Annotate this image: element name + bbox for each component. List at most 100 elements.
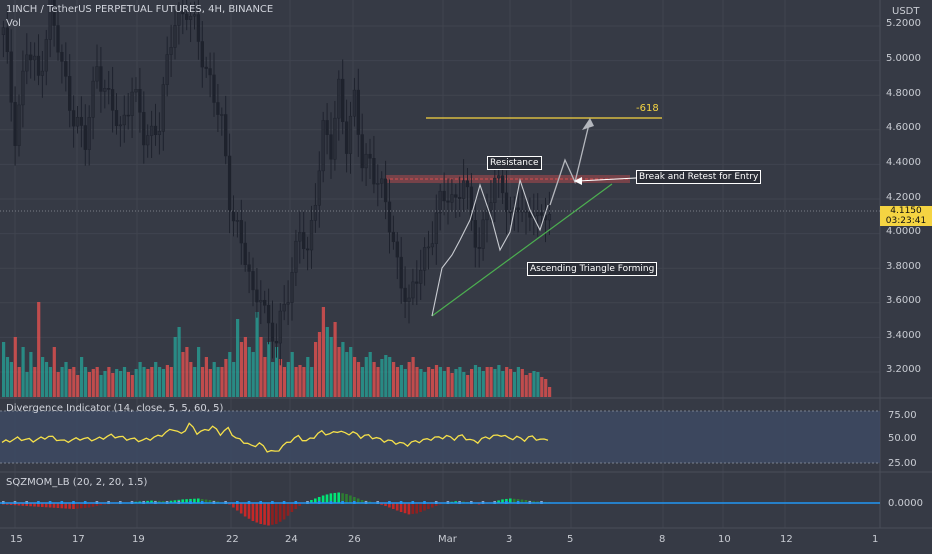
candle-body [138, 89, 142, 113]
candle-body [259, 299, 263, 303]
candle-body [40, 70, 45, 76]
candle-body [270, 322, 275, 342]
candle-body [368, 153, 372, 159]
candle-body [25, 54, 29, 72]
candle-body [122, 114, 126, 126]
price-tick-4.0000: 4.0000 [886, 226, 921, 237]
candle-body [220, 114, 224, 116]
candle-body [29, 54, 33, 61]
countdown-tag: 03:23:41 [880, 216, 932, 226]
volume-bar [524, 375, 528, 397]
volume-bar [126, 372, 130, 397]
volume-bar [255, 312, 259, 397]
candle-body [524, 210, 528, 213]
volume-bar [481, 371, 485, 397]
candle-body [169, 47, 173, 55]
volume-bar [177, 327, 181, 397]
triangle-label[interactable]: Ascending Triangle Forming [527, 262, 658, 276]
volume-bar [247, 347, 251, 397]
candle-body [422, 247, 427, 271]
momentum-bar [395, 503, 399, 511]
momentum-bar [255, 503, 259, 523]
symbol-title[interactable]: 1INCH / TetherUS PERPETUAL FUTURES, 4H, … [6, 4, 274, 15]
divergence-pane-label[interactable]: Divergence Indicator (14, close, 5, 5, 6… [6, 403, 224, 414]
candle-body [196, 14, 201, 42]
candle-body [181, 11, 185, 15]
break-retest-label[interactable]: Break and Retest for Entry [636, 170, 762, 184]
volume-bar [532, 371, 536, 397]
momentum-bar [33, 503, 36, 507]
candle-body [341, 78, 345, 122]
candle-body [344, 121, 349, 154]
candle-body [44, 39, 48, 72]
volume-bar [356, 362, 361, 397]
candle-body [235, 220, 240, 222]
projection-path[interactable] [549, 119, 591, 206]
candle-body [290, 272, 294, 303]
candle-body [68, 76, 72, 111]
momentum-bar [415, 503, 418, 514]
candle-body [161, 84, 165, 132]
candle-body [302, 232, 306, 250]
volume-bars [2, 302, 552, 397]
volume-bar [52, 347, 56, 397]
momentum-bar [60, 503, 64, 509]
volume-bar [17, 367, 21, 397]
price-tick-4.4000: 4.4000 [886, 157, 921, 168]
candle-body [434, 212, 438, 244]
momentum-bar [411, 503, 415, 514]
momentum-bar [173, 500, 177, 503]
volume-bar [271, 362, 275, 397]
momentum-bar [239, 503, 243, 514]
candle-body [274, 341, 279, 344]
momentum-bar [5, 503, 9, 505]
candle-body [528, 211, 532, 218]
resistance-label[interactable]: Resistance [487, 156, 542, 170]
volume-bar [540, 377, 544, 397]
volume-bar [232, 362, 236, 397]
candle-body [36, 55, 41, 76]
volume-bar [212, 362, 216, 397]
candle-body [118, 124, 123, 127]
candle-body [547, 214, 552, 221]
momentum-bar [317, 497, 321, 503]
time-tick-12: 12 [780, 534, 793, 545]
volume-bar [489, 367, 493, 397]
time-tick-3: 3 [506, 534, 512, 545]
volume-bar [419, 369, 423, 397]
candle-body [321, 120, 325, 172]
sqzmom-pane-label[interactable]: SQZMOM_LB (20, 2, 20, 1.5) [6, 477, 148, 488]
volume-bar [282, 367, 286, 397]
volume-bar [263, 357, 267, 397]
candle-body [387, 201, 392, 233]
volume-bar [134, 369, 138, 397]
volume-bar [48, 367, 52, 397]
candle-body [75, 116, 80, 127]
candle-body [200, 41, 204, 68]
candle-body [142, 112, 146, 146]
fib-618-label: -618 [636, 103, 659, 114]
volume-bar [103, 371, 107, 397]
candles [1, 0, 552, 366]
candle-body [149, 125, 154, 136]
momentum-bar [509, 498, 512, 503]
volume-label[interactable]: Vol [6, 18, 21, 29]
momentum-bar [419, 503, 422, 512]
time-tick-24: 24 [285, 534, 298, 545]
volume-bar [454, 369, 458, 397]
volume-bar [83, 367, 88, 397]
momentum-bar [532, 501, 535, 503]
volume-bar [516, 367, 520, 397]
volume-bar [325, 327, 329, 397]
retest-arrow-line [577, 177, 637, 182]
volume-bar [364, 357, 368, 397]
candle-body [185, 13, 189, 20]
volume-bar [407, 362, 411, 397]
momentum-bar [454, 501, 457, 503]
momentum-bar [146, 500, 149, 503]
volume-bar [372, 362, 376, 397]
candle-body [473, 220, 477, 248]
candle-body [263, 299, 267, 306]
volume-bar [60, 367, 64, 397]
